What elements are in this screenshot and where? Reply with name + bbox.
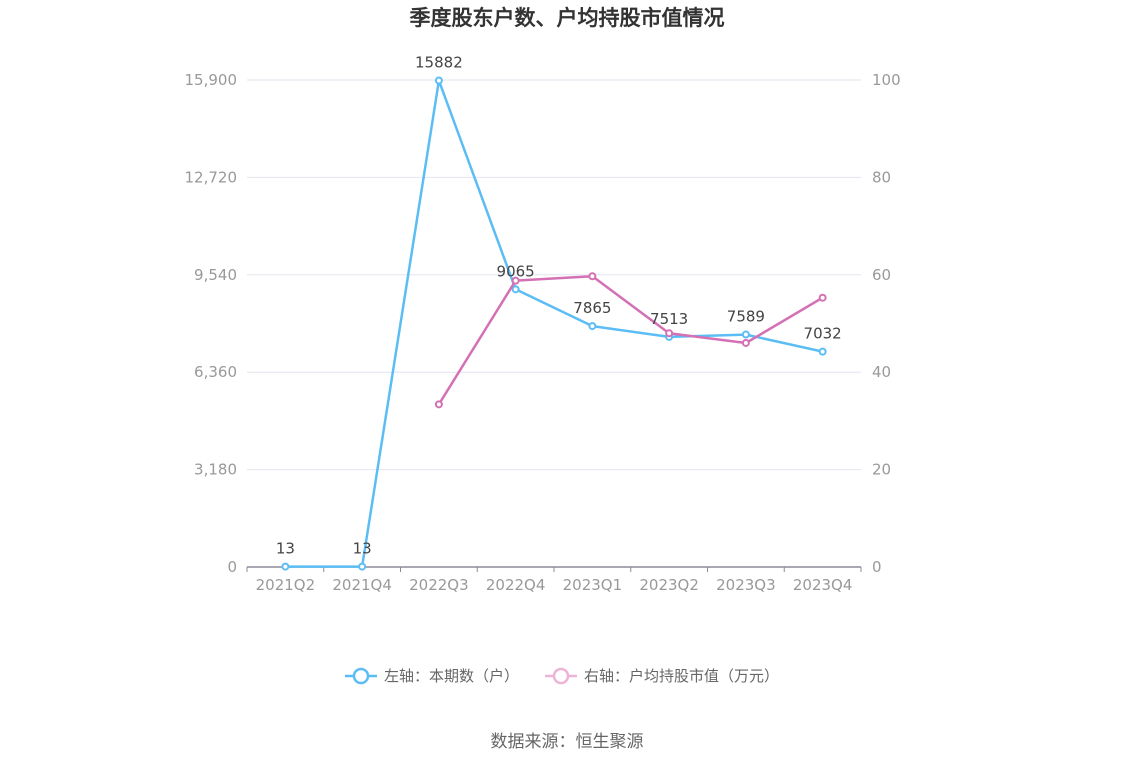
series-line-left — [285, 79, 823, 568]
x-tick-label: 2023Q1 — [563, 576, 623, 594]
x-tick-label: 2021Q4 — [332, 576, 392, 594]
y-right-tick-label: 0 — [872, 558, 882, 576]
data-point-right — [741, 338, 750, 347]
y-right-tick-label: 40 — [872, 363, 891, 381]
data-label: 13 — [353, 540, 372, 558]
data-label: 7865 — [573, 299, 611, 317]
data-point-left — [358, 562, 367, 571]
data-point-left — [818, 347, 827, 356]
y-left-tick-label: 6,360 — [194, 363, 237, 381]
data-label: 15882 — [415, 54, 463, 72]
data-labels: 13 13 15882 9065 7865 7513 7589 7032 — [276, 54, 842, 558]
chart-title: 季度股东户数、户均持股市值情况 — [410, 6, 725, 30]
data-point-right — [818, 293, 827, 302]
y-right-tick-label: 100 — [872, 71, 901, 89]
source-note: 数据来源：恒生聚源 — [491, 732, 644, 752]
legend: 左轴：本期数（户） 右轴：户均持股市值（万元） — [345, 667, 779, 685]
x-tick-label: 2023Q4 — [793, 576, 853, 594]
y-right-tick-label: 20 — [872, 461, 891, 479]
data-label: 7513 — [650, 310, 688, 328]
y-left-tick-label: 3,180 — [194, 461, 237, 479]
series-layer — [281, 76, 827, 571]
y-left-tick-label: 12,720 — [185, 168, 238, 186]
x-tick-label: 2023Q3 — [716, 576, 776, 594]
legend-marker-icon — [352, 667, 370, 685]
data-point-left — [511, 285, 520, 294]
series-line-right — [437, 275, 824, 405]
data-point-right — [665, 329, 674, 338]
legend-label: 右轴：户均持股市值（万元） — [584, 667, 779, 685]
x-tick-label: 2021Q2 — [256, 576, 316, 594]
x-tick-label: 2022Q3 — [409, 576, 469, 594]
data-point-right — [511, 276, 520, 285]
legend-item[interactable]: 左轴：本期数（户） — [345, 667, 519, 685]
data-label: 7032 — [804, 325, 842, 343]
data-point-right — [434, 400, 443, 409]
y-left-tick-label: 0 — [227, 558, 237, 576]
y-left-tick-label: 9,540 — [194, 266, 237, 284]
legend-item[interactable]: 右轴：户均持股市值（万元） — [545, 667, 779, 685]
data-point-left — [281, 562, 290, 571]
data-point-left — [588, 322, 597, 331]
x-tick-label: 2022Q4 — [486, 576, 546, 594]
legend-label: 左轴：本期数（户） — [384, 667, 519, 685]
axes: 0 0 3,180 20 6,360 40 9,540 60 12,720 80 15,900 100… — [185, 71, 901, 594]
grid — [247, 79, 861, 471]
data-label: 7589 — [727, 308, 765, 326]
legend-marker-icon — [552, 667, 570, 685]
y-right-tick-label: 60 — [872, 266, 891, 284]
data-label: 13 — [276, 540, 295, 558]
x-tick-label: 2023Q2 — [639, 576, 699, 594]
data-point-right — [588, 272, 597, 281]
data-label: 9065 — [497, 262, 535, 280]
data-point-left — [434, 76, 443, 85]
data-point-left — [741, 330, 750, 339]
y-left-tick-label: 15,900 — [185, 71, 238, 89]
y-right-tick-label: 80 — [872, 168, 891, 186]
